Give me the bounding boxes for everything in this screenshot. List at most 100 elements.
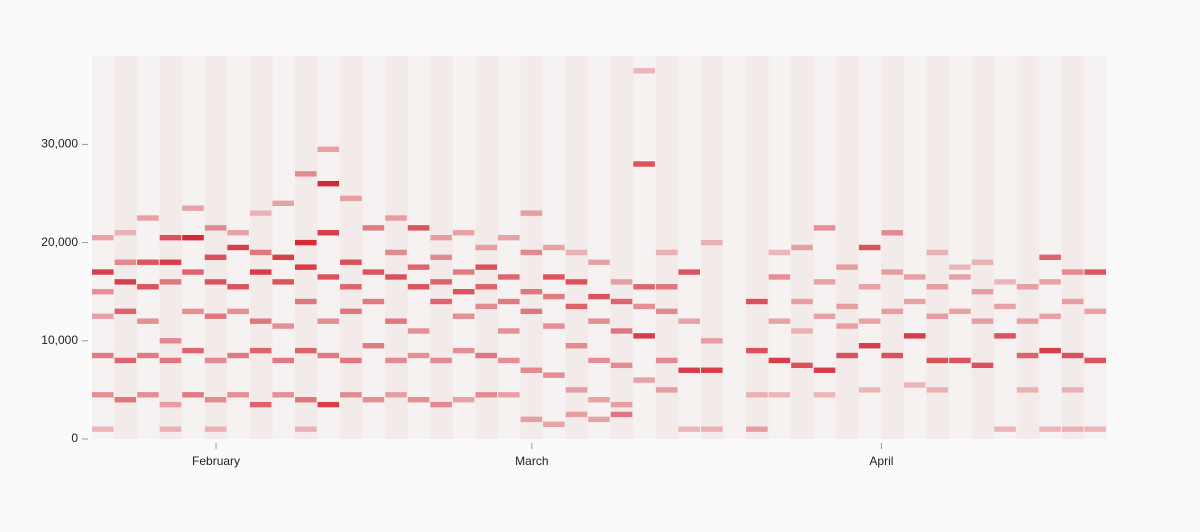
heat-cell — [475, 352, 497, 359]
heat-cell — [588, 416, 610, 423]
heat-cell — [858, 318, 881, 324]
heat-cell — [1016, 318, 1039, 324]
heat-cell — [475, 392, 497, 398]
heat-cell — [610, 279, 633, 285]
heat-cell — [204, 225, 227, 231]
heat-cell — [137, 215, 159, 221]
heat-cell — [407, 284, 430, 290]
heat-cell — [858, 343, 881, 349]
heat-cell — [182, 392, 204, 398]
heat-cell — [385, 357, 407, 364]
heat-cell — [137, 318, 159, 324]
x-tick-label: April — [869, 454, 893, 468]
heat-cell — [926, 387, 949, 393]
heat-cell — [295, 264, 317, 270]
heat-cell — [204, 254, 227, 261]
heat-cell — [272, 357, 294, 364]
heat-cell — [272, 392, 294, 398]
heat-cell — [543, 372, 565, 378]
heat-cell — [1039, 254, 1061, 261]
heat-cell — [340, 392, 362, 398]
heat-cell — [881, 230, 903, 236]
heat-cell — [92, 313, 114, 319]
heat-cell — [813, 313, 836, 319]
heat-cell — [543, 421, 565, 427]
heat-cell — [881, 269, 903, 275]
column-stripe — [295, 56, 318, 439]
heat-cell — [498, 357, 520, 364]
heat-cell — [295, 397, 317, 403]
heat-cell — [114, 279, 137, 285]
heat-cell — [543, 293, 565, 300]
heat-cell — [1061, 269, 1084, 275]
heat-cell — [701, 426, 723, 432]
y-tick-label: 20,000 — [41, 235, 78, 249]
heat-cell — [407, 264, 430, 270]
heat-cell — [295, 426, 317, 432]
heat-cell — [926, 284, 949, 290]
heat-cell — [182, 234, 204, 241]
heat-cell — [768, 357, 791, 364]
column-stripe — [791, 56, 814, 439]
heat-cell — [385, 249, 407, 256]
heat-cell — [678, 269, 700, 275]
column-stripe — [114, 56, 138, 439]
heat-cell — [92, 426, 114, 432]
column-stripe — [881, 56, 904, 439]
heat-cell — [588, 318, 610, 324]
heat-cell — [904, 333, 926, 339]
heat-cell — [994, 333, 1016, 339]
heat-cell — [881, 308, 903, 315]
heat-cell — [836, 323, 858, 329]
y-tick-label: 0 — [71, 431, 78, 445]
heat-cell — [430, 298, 452, 305]
heat-cell — [159, 279, 182, 285]
heat-cell — [610, 411, 633, 418]
heat-cell — [362, 225, 385, 231]
heat-cell — [746, 426, 768, 432]
column-stripe — [430, 56, 453, 439]
heat-cell — [926, 249, 949, 256]
heat-cell — [114, 308, 137, 315]
heat-cell — [362, 343, 385, 349]
heat-cell — [114, 397, 137, 403]
heat-cell — [204, 426, 227, 432]
heat-cell — [768, 249, 791, 256]
heat-cell — [159, 401, 182, 408]
heat-cell — [520, 210, 543, 216]
column-stripe — [475, 56, 498, 439]
heat-cell — [1039, 313, 1061, 319]
heat-cell — [994, 303, 1016, 310]
heat-cell — [791, 362, 813, 369]
heat-cell — [317, 230, 340, 236]
heat-cell — [926, 313, 949, 319]
heat-cell — [430, 357, 452, 364]
heat-cell — [1039, 426, 1061, 432]
heat-cell — [430, 401, 452, 408]
heat-cell — [452, 288, 475, 295]
heat-cell — [633, 333, 655, 339]
heat-cell — [317, 180, 340, 187]
heat-cell — [385, 318, 407, 324]
heat-cell — [813, 367, 836, 373]
heat-cell — [1061, 352, 1084, 359]
heat-cell — [475, 284, 497, 290]
heat-cell — [407, 397, 430, 403]
y-tick-label: 10,000 — [41, 333, 78, 347]
heat-cell — [543, 274, 565, 280]
heat-cell — [340, 357, 362, 364]
heat-cell — [452, 347, 475, 354]
column-stripe — [1016, 56, 1040, 439]
heat-cell — [655, 308, 678, 315]
heat-cell — [430, 254, 452, 261]
heat-cell — [92, 352, 114, 359]
heat-cell — [1039, 279, 1061, 285]
heat-cell — [904, 298, 926, 305]
column-stripe — [926, 56, 950, 439]
heat-cell — [249, 347, 272, 354]
heat-cell — [295, 298, 317, 305]
heat-cell — [971, 318, 994, 324]
heat-cell — [520, 249, 543, 256]
column-stripe — [610, 56, 634, 439]
